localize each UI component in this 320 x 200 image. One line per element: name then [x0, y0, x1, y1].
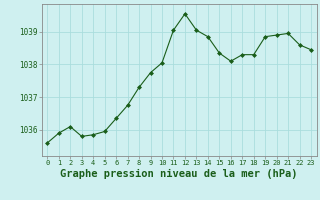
X-axis label: Graphe pression niveau de la mer (hPa): Graphe pression niveau de la mer (hPa) [60, 169, 298, 179]
